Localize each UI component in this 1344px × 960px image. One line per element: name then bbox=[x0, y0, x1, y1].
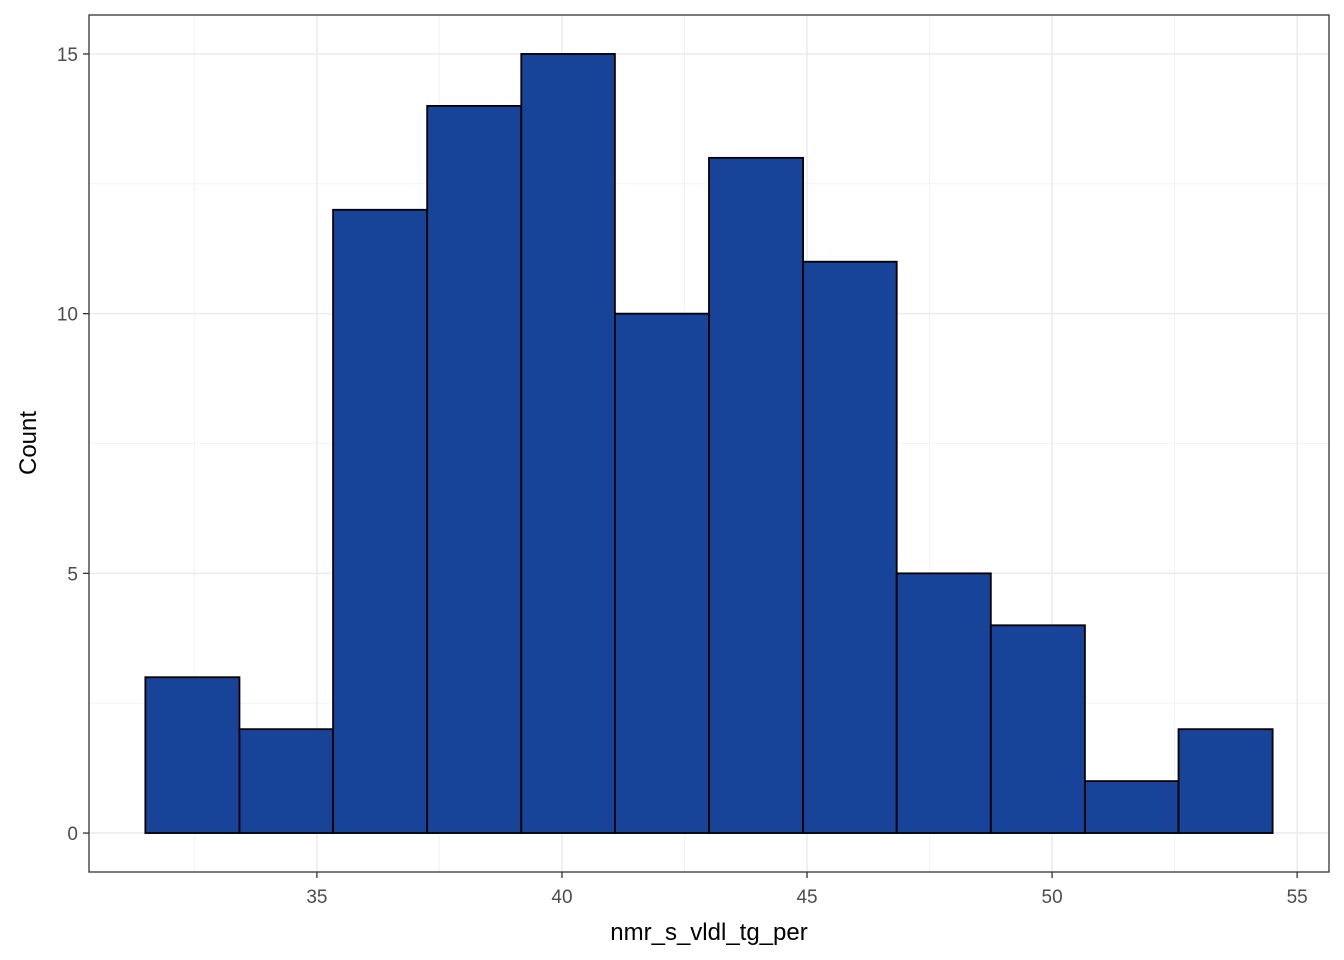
histogram-bars bbox=[144, 53, 1274, 834]
y-tick-label: 15 bbox=[57, 45, 78, 66]
histogram-bar bbox=[520, 53, 616, 834]
x-axis: 35 40 45 50 55 bbox=[306, 872, 1308, 908]
y-tick-label: 10 bbox=[57, 305, 78, 326]
histogram-bar bbox=[989, 624, 1086, 834]
histogram-bar bbox=[1084, 780, 1180, 834]
x-axis-title: nmr_s_vldl_tg_per bbox=[610, 919, 807, 946]
panel-border bbox=[88, 14, 1330, 873]
y-axis-title: Count bbox=[15, 411, 42, 475]
x-tick-label: 40 bbox=[551, 887, 572, 908]
histogram-bar bbox=[1177, 728, 1274, 834]
histogram-bar bbox=[802, 260, 898, 834]
x-tick-label: 35 bbox=[306, 887, 327, 908]
x-tick-label: 50 bbox=[1042, 887, 1063, 908]
histogram-bar bbox=[613, 312, 710, 834]
y-tick-label: 5 bbox=[67, 564, 78, 585]
histogram-bar bbox=[426, 104, 523, 834]
y-tick-label: 0 bbox=[67, 824, 78, 845]
histogram-bar bbox=[238, 728, 334, 834]
x-tick-label: 45 bbox=[796, 887, 817, 908]
histogram-bar bbox=[332, 208, 429, 834]
histogram-bar bbox=[895, 572, 992, 834]
histogram-bar bbox=[144, 676, 241, 834]
y-axis: 0 5 10 15 bbox=[57, 45, 89, 845]
x-tick-label: 55 bbox=[1287, 887, 1308, 908]
histogram-bar bbox=[708, 156, 805, 834]
